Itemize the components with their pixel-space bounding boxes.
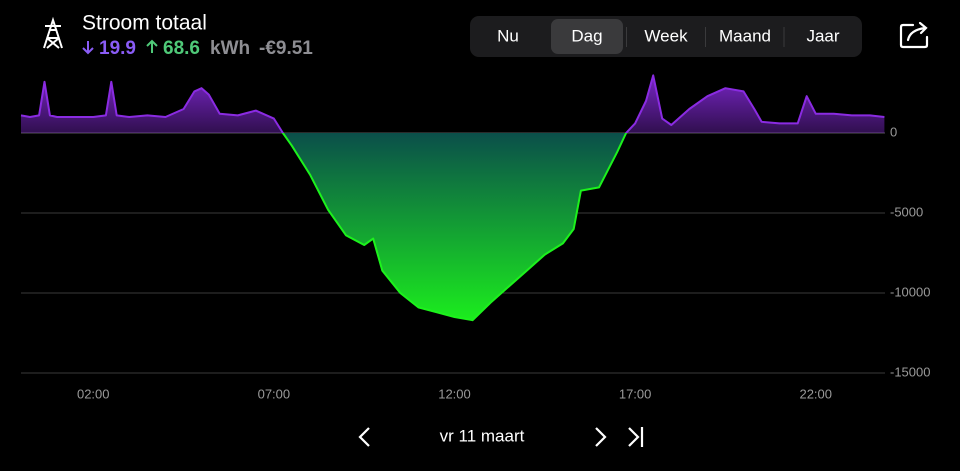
share-button[interactable]: [899, 21, 929, 49]
prev-button[interactable]: [358, 427, 370, 447]
y-tick-label: 0: [890, 124, 897, 139]
next-button[interactable]: [595, 427, 607, 447]
title: Stroom totaal: [82, 12, 207, 35]
x-tick-label: 22:00: [799, 386, 832, 401]
tab[interactable]: Dag: [571, 26, 602, 45]
date-label: vr 11 maart: [440, 426, 525, 445]
export-value: 68.6: [163, 38, 200, 59]
last-button[interactable]: [628, 427, 644, 447]
cost: -€9.51: [259, 38, 313, 59]
line: [20, 74, 885, 322]
x-tick-label: 17:00: [619, 386, 652, 401]
tab-active-bg: [551, 19, 623, 54]
y-tick-label: -5000: [890, 204, 923, 219]
tab[interactable]: Nu: [497, 26, 519, 45]
tab[interactable]: Maand: [719, 26, 771, 45]
pylon-icon: [43, 16, 63, 49]
x-tick-label: 02:00: [77, 386, 110, 401]
y-tick-label: -15000: [890, 364, 930, 379]
unit: kWh: [210, 38, 250, 59]
export-arrow: [146, 39, 158, 53]
tab[interactable]: Jaar: [806, 26, 839, 45]
x-tick-label: 12:00: [438, 386, 471, 401]
tab[interactable]: Week: [644, 26, 688, 45]
y-tick-label: -10000: [890, 284, 930, 299]
area: [21, 75, 885, 321]
x-tick-label: 07:00: [258, 386, 291, 401]
import-value: 19.9: [99, 38, 136, 59]
import-arrow: [82, 41, 94, 55]
